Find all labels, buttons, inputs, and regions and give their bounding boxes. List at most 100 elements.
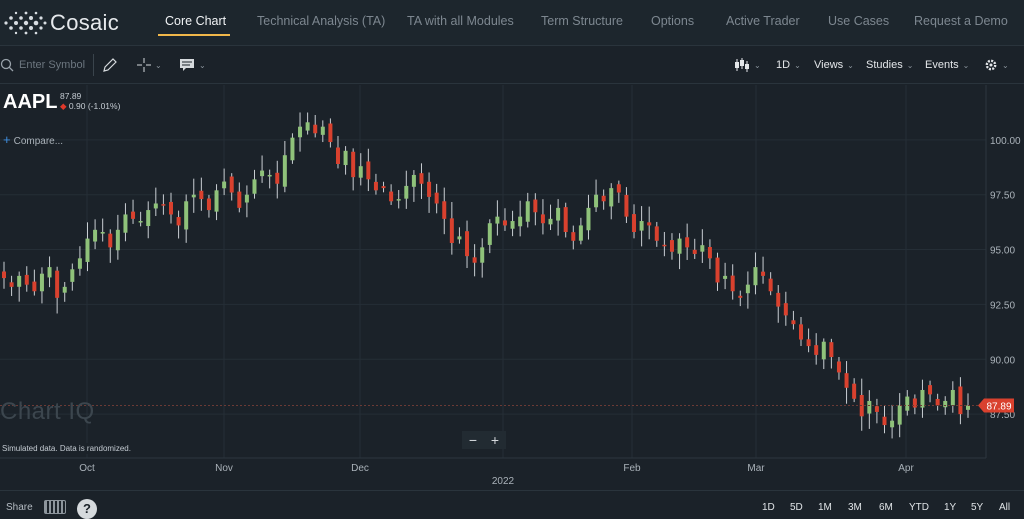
range-3m[interactable]: 3M bbox=[848, 502, 862, 513]
candle-down bbox=[829, 342, 834, 358]
cosaic-logo[interactable]: Cosaic bbox=[2, 10, 119, 36]
tab-technical-analysis[interactable]: Technical Analysis (TA) bbox=[257, 14, 386, 28]
symbol-search[interactable] bbox=[0, 46, 99, 84]
draw-tool-button[interactable] bbox=[102, 46, 118, 84]
annotation-button[interactable]: ⌄ bbox=[179, 46, 206, 84]
candle-up bbox=[115, 229, 120, 251]
tab-options[interactable]: Options bbox=[651, 14, 695, 28]
candle-up bbox=[556, 207, 561, 221]
range-ytd[interactable]: YTD bbox=[909, 502, 929, 513]
candle-down bbox=[55, 270, 60, 298]
candle-up bbox=[252, 179, 257, 194]
candle-down bbox=[176, 217, 181, 226]
candle-down bbox=[783, 303, 788, 316]
candle-up bbox=[404, 185, 409, 199]
candle-down bbox=[654, 226, 659, 241]
candle-down bbox=[806, 339, 811, 347]
help-button[interactable]: ? bbox=[77, 499, 97, 519]
tab-use-cases[interactable]: Use Cases bbox=[828, 14, 890, 28]
x-tick-label: Apr bbox=[898, 463, 914, 474]
range-1y[interactable]: 1Y bbox=[944, 502, 957, 513]
crosshair-button[interactable]: ⌄ bbox=[137, 46, 162, 84]
events-menu[interactable]: Events ⌄ bbox=[925, 46, 969, 84]
studies-menu[interactable]: Studies ⌄ bbox=[866, 46, 913, 84]
symbol-price: 87.89 bbox=[60, 91, 82, 101]
range-1d[interactable]: 1D bbox=[762, 502, 775, 513]
candle-up bbox=[260, 170, 265, 177]
candle-down bbox=[935, 398, 940, 406]
candle-down bbox=[24, 274, 29, 285]
periodicity-menu[interactable]: 1D ⌄ bbox=[776, 46, 801, 84]
candle-up bbox=[890, 420, 895, 428]
tab-term-structure[interactable]: Term Structure bbox=[541, 14, 623, 28]
tab-ta-all-modules[interactable]: TA with all Modules bbox=[407, 14, 514, 28]
candle-down bbox=[206, 198, 211, 211]
candle-down bbox=[632, 214, 637, 233]
candle-up bbox=[222, 181, 227, 189]
candle-up bbox=[487, 223, 492, 245]
candle-down bbox=[624, 194, 629, 217]
active-tab-indicator bbox=[158, 34, 230, 36]
x-tick-label: Dec bbox=[351, 463, 369, 474]
candle-up bbox=[821, 341, 826, 360]
keyboard-icon[interactable] bbox=[44, 500, 66, 514]
chevron-down-icon: ⌄ bbox=[847, 60, 854, 70]
candle-up bbox=[943, 400, 948, 408]
range-all[interactable]: All bbox=[999, 502, 1011, 513]
candle-down bbox=[2, 271, 6, 279]
candle-up bbox=[677, 238, 682, 254]
tab-request-demo[interactable]: Request a Demo bbox=[914, 14, 1008, 28]
search-input[interactable] bbox=[19, 59, 99, 71]
zoom-in-button[interactable]: + bbox=[490, 432, 500, 448]
y-tick-label: 90.00 bbox=[990, 355, 1015, 366]
candle-down bbox=[874, 406, 879, 412]
compare-label: Compare... bbox=[13, 136, 64, 147]
range-5y[interactable]: 5Y bbox=[971, 502, 984, 513]
candle-up bbox=[17, 275, 22, 287]
views-label: Views bbox=[814, 59, 844, 71]
y-tick-label: 87.50 bbox=[990, 410, 1015, 421]
candle-up bbox=[510, 221, 515, 229]
candle-down bbox=[168, 201, 173, 215]
chart-type-button[interactable]: ⌄ bbox=[734, 46, 761, 84]
chart-panel[interactable]: 100.00 97.50 95.00 92.50 90.00 87.50 Oct Nov De… bbox=[0, 85, 1024, 490]
y-tick-label: 97.50 bbox=[990, 191, 1015, 202]
bottom-bar: Share ? 1D 5D 1M 3M 6M YTD 1Y 5Y All bbox=[0, 490, 1024, 519]
pencil-draw-icon bbox=[103, 58, 117, 72]
candle-up bbox=[184, 201, 189, 230]
candlestick-chart[interactable]: 100.00 97.50 95.00 92.50 90.00 87.50 Oct Nov De… bbox=[0, 85, 1024, 490]
down-arrow-icon: ◆ bbox=[60, 101, 67, 111]
candle-up bbox=[578, 225, 583, 241]
tab-active-trader[interactable]: Active Trader bbox=[726, 14, 800, 28]
candle-down bbox=[533, 199, 538, 213]
candle-down bbox=[502, 220, 507, 226]
comment-icon bbox=[180, 59, 194, 71]
symbol-change-value: 0.90 (-1.01%) bbox=[68, 101, 121, 111]
candle-down bbox=[715, 257, 720, 283]
candle-up bbox=[548, 218, 553, 225]
range-6m[interactable]: 6M bbox=[879, 502, 893, 513]
candle-up bbox=[920, 389, 925, 408]
candle-down bbox=[601, 195, 606, 202]
candle-down bbox=[685, 237, 690, 248]
settings-menu[interactable]: ⌄ bbox=[984, 46, 1009, 84]
search-icon bbox=[0, 58, 14, 72]
range-1m[interactable]: 1M bbox=[818, 502, 832, 513]
candle-down bbox=[730, 275, 735, 292]
candle-down bbox=[844, 373, 849, 388]
candle-up bbox=[396, 199, 401, 201]
symbol-ticker: AAPL bbox=[3, 91, 58, 113]
compare-button[interactable]: + Compare... bbox=[3, 132, 63, 147]
candle-up bbox=[146, 210, 151, 226]
candle-up bbox=[244, 194, 249, 203]
candle-up bbox=[950, 389, 955, 406]
share-button[interactable]: Share bbox=[6, 502, 33, 513]
chevron-down-icon: ⌄ bbox=[1002, 60, 1009, 70]
candle-down bbox=[662, 244, 667, 247]
views-menu[interactable]: Views ⌄ bbox=[814, 46, 854, 84]
zoom-out-button[interactable]: − bbox=[468, 432, 478, 448]
candle-up bbox=[745, 284, 750, 294]
range-5d[interactable]: 5D bbox=[790, 502, 803, 513]
candle-up bbox=[39, 273, 44, 292]
tab-core-chart[interactable]: Core Chart bbox=[165, 14, 227, 28]
